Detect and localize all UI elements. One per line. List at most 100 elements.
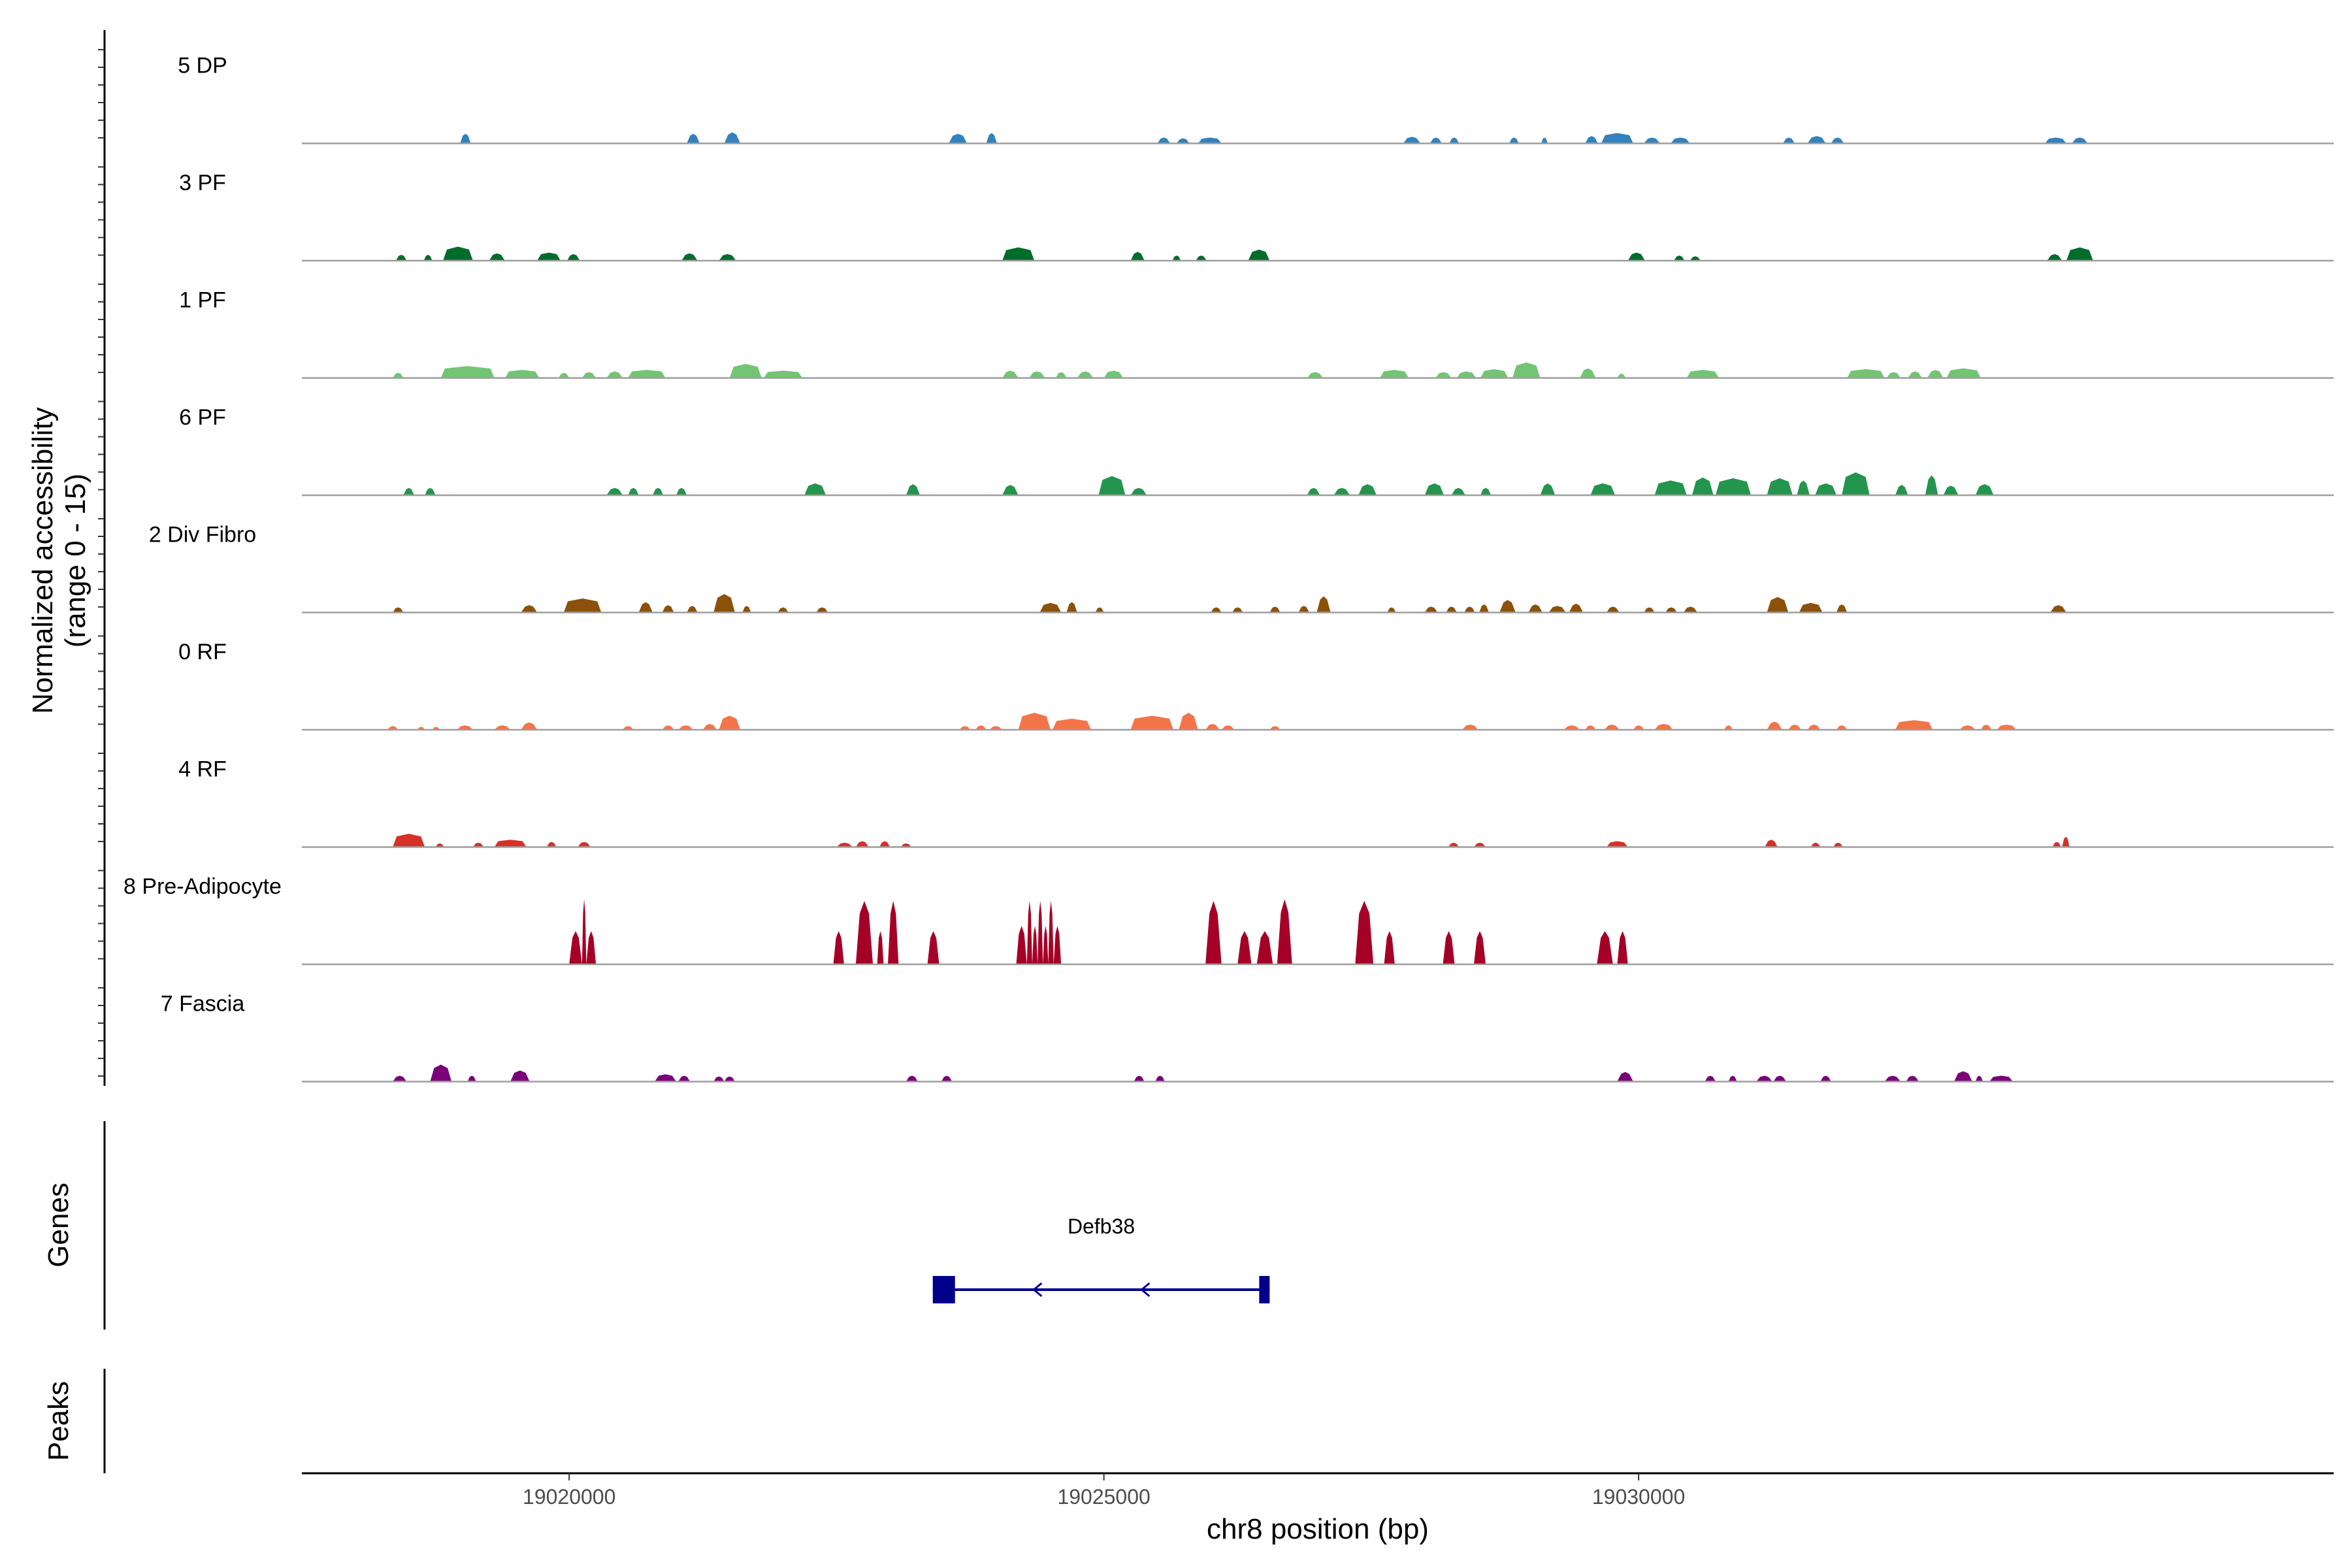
coverage-peak: [581, 372, 596, 378]
coverage-peak: [1597, 931, 1613, 964]
coverage-peak: [1307, 487, 1320, 495]
track: 3 PF: [179, 171, 2334, 262]
coverage-peak: [425, 487, 436, 495]
coverage-peak: [1179, 713, 1198, 730]
coverage-peak: [578, 841, 591, 847]
coverage-peak: [1943, 485, 1959, 495]
coverage-peak: [1018, 713, 1051, 730]
coverage-peak: [729, 364, 762, 378]
coverage-peak: [1833, 842, 1843, 847]
strand-arrow: [1258, 1282, 1268, 1298]
strand-arrow: [1032, 1282, 1043, 1298]
coverage-peak: [1728, 1075, 1737, 1082]
coverage-peak: [457, 725, 473, 730]
coverage-peak: [558, 372, 570, 378]
coverage-peak: [1448, 842, 1460, 847]
coverage-peak: [1604, 725, 1620, 730]
coverage-peak: [1002, 485, 1019, 495]
coverage-peak: [1043, 926, 1049, 964]
coverage-peak: [1016, 926, 1027, 964]
coverage-peak: [1512, 362, 1541, 378]
coverage-peak: [1946, 368, 1981, 378]
coverage-peak: [1196, 255, 1207, 261]
track: 7 Fascia: [161, 992, 2334, 1083]
coverage-peak: [1221, 725, 1235, 730]
coverage-peak: [443, 246, 473, 261]
coverage-peak: [440, 366, 495, 378]
coverage-peak: [1429, 137, 1442, 144]
coverage-peak: [1479, 604, 1489, 613]
coverage-peak: [1906, 1075, 1919, 1082]
coverage-peak: [975, 725, 987, 730]
coverage-peak: [1756, 1075, 1772, 1082]
coverage-peak: [494, 725, 511, 730]
coverage-peak: [1424, 483, 1445, 495]
coverage-peak: [1269, 726, 1281, 730]
coverage-peak: [1451, 487, 1465, 495]
coverage-peak: [1379, 370, 1409, 378]
coverage-peak: [2045, 137, 2066, 144]
coverage-peak: [403, 487, 414, 495]
coverage-peak: [1464, 606, 1475, 613]
coverage-peak: [1029, 371, 1045, 378]
coverage-peak: [2071, 137, 2088, 144]
coverage-peak: [1316, 596, 1331, 613]
strand-arrow: [1140, 1282, 1151, 1298]
coverage-peak: [1644, 137, 1660, 144]
coverage-peak: [1674, 255, 1685, 261]
coverage-peak: [537, 252, 561, 261]
coverage-peak: [1541, 137, 1548, 144]
y-axis-ticks: [98, 49, 105, 1077]
coverage-peak: [1307, 372, 1324, 378]
coverage-peak: [1585, 136, 1598, 144]
track-label: 6 PF: [179, 405, 226, 430]
coverage-peak: [652, 487, 664, 495]
track-label: 8 Pre-Adipocyte: [123, 874, 282, 899]
coverage-peak: [1715, 478, 1751, 495]
coverage-peak: [1403, 137, 1421, 144]
coverage-peak: [1783, 137, 1795, 144]
coverage-peak: [1606, 606, 1620, 613]
coverage-peak: [569, 931, 582, 964]
coverage-peak: [1473, 931, 1486, 964]
coverage-peak: [423, 254, 433, 261]
coverage-peak: [1671, 137, 1690, 144]
coverage-peak: [1884, 1075, 1901, 1082]
coverage-peak: [1788, 725, 1801, 730]
coverage-peak: [1815, 483, 1837, 495]
coverage-peak: [628, 487, 639, 495]
track-label: 0 RF: [178, 640, 227, 664]
coverage-peak: [887, 900, 899, 964]
coverage-peak: [1836, 604, 1848, 613]
coverage-peak: [1908, 371, 1922, 378]
coverage-peak: [1032, 926, 1038, 964]
gene-label: Defb38: [1068, 1215, 1135, 1238]
coverage-peak: [941, 1075, 953, 1082]
track-label: 3 PF: [179, 171, 226, 195]
coverage-peak: [489, 253, 505, 261]
coverage-peak: [1473, 842, 1486, 847]
coverage-peak: [1580, 368, 1596, 378]
coverage-peak: [1989, 1075, 2013, 1082]
coverage-peak: [816, 607, 828, 613]
coverage-peak: [1590, 483, 1616, 495]
coverage-peak: [1269, 606, 1281, 613]
coverage-peak: [1157, 137, 1171, 144]
coverage-peak: [1548, 606, 1566, 613]
coverage-peak: [724, 132, 741, 144]
coverage-peak: [638, 602, 653, 613]
coverage-peak: [1053, 926, 1062, 964]
coverage-peak: [1665, 607, 1677, 613]
x-tick-label: 19030000: [1592, 1485, 1685, 1509]
coverage-peak: [655, 1074, 676, 1082]
track-label: 1 PF: [179, 288, 226, 313]
coverage-peak: [606, 487, 623, 495]
coverage-peak: [2050, 605, 2066, 613]
coverage-peak: [1098, 476, 1126, 495]
coverage-peak: [1449, 137, 1460, 144]
coverage-peak: [989, 726, 1003, 730]
coverage-peak: [2066, 247, 2093, 261]
coverage-peak: [1480, 368, 1509, 378]
coverage-peak: [1959, 725, 1976, 730]
